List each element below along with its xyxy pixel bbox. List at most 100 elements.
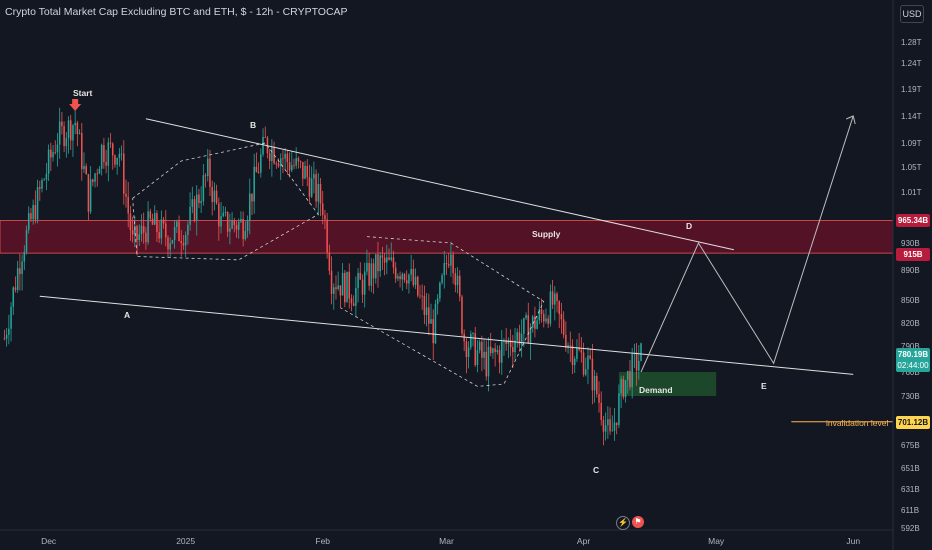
candle-body-210 xyxy=(467,347,470,358)
candle-body-228 xyxy=(507,340,510,344)
y-tick-14: 675B xyxy=(901,441,920,450)
candle-body-46 xyxy=(105,162,107,166)
candle-body-115 xyxy=(257,172,260,174)
candle-body-58 xyxy=(131,230,134,235)
candle-body-152 xyxy=(339,285,342,296)
candle-body-159 xyxy=(355,287,357,306)
y-tick-4: 1.09T xyxy=(901,139,922,148)
candle-body-26 xyxy=(61,121,63,127)
candle-body-60 xyxy=(136,226,138,241)
candle-body-144 xyxy=(321,203,324,216)
candle-body-38 xyxy=(87,174,90,212)
candle-body-5 xyxy=(14,287,17,290)
candle-body-100 xyxy=(224,211,227,213)
candle-body-220 xyxy=(489,346,492,354)
candle-body-172 xyxy=(383,257,386,263)
lower-trendline xyxy=(39,295,854,375)
candle-body-82 xyxy=(184,234,187,246)
candle-body-109 xyxy=(244,230,247,240)
candle-body-141 xyxy=(315,174,317,202)
candle-body-154 xyxy=(344,272,346,303)
candle-body-271 xyxy=(602,419,605,432)
candle-body-96 xyxy=(215,190,218,204)
candle-body-50 xyxy=(114,155,116,165)
candle-body-89 xyxy=(200,201,202,203)
y-tick-5: 1.05T xyxy=(901,163,922,172)
candle-body-197 xyxy=(439,282,441,299)
candle-body-181 xyxy=(403,274,406,281)
candle-body-288 xyxy=(640,343,642,361)
candle-body-225 xyxy=(500,341,503,363)
candle-body-143 xyxy=(319,183,322,204)
candle-body-286 xyxy=(635,352,638,371)
candle-body-188 xyxy=(419,295,421,297)
candle-body-149 xyxy=(332,287,335,294)
candle-body-240 xyxy=(534,316,536,329)
candle-body-142 xyxy=(317,183,320,202)
candle-body-201 xyxy=(447,264,450,266)
y-tick-12: 760B xyxy=(901,368,920,377)
candle-body-273 xyxy=(607,419,609,426)
candle-body-49 xyxy=(111,143,114,156)
y-tick-10: 820B xyxy=(901,319,920,328)
candle-body-25 xyxy=(58,121,61,145)
candle-body-120 xyxy=(268,153,271,162)
candle-body-11 xyxy=(27,213,30,230)
candle-body-135 xyxy=(302,161,304,179)
candle-body-17 xyxy=(41,180,43,189)
candle-body-108 xyxy=(242,218,244,240)
candle-body-246 xyxy=(547,318,549,324)
candle-body-3 xyxy=(10,306,12,329)
y-tick-0: 1.28T xyxy=(901,38,922,47)
currency-button[interactable]: USD xyxy=(900,5,924,23)
candle-body-80 xyxy=(180,240,183,244)
candle-body-34 xyxy=(78,133,81,135)
candle-body-123 xyxy=(275,163,278,165)
candle-body-67 xyxy=(151,218,154,225)
candle-body-171 xyxy=(381,255,384,258)
candle-body-41 xyxy=(94,173,96,182)
candle-body-47 xyxy=(107,142,110,166)
candle-body-32 xyxy=(74,122,76,126)
candle-body-274 xyxy=(609,419,611,432)
candle-body-70 xyxy=(158,232,160,239)
candle-body-209 xyxy=(465,341,468,358)
candle-body-93 xyxy=(209,158,211,187)
candle-body-68 xyxy=(153,213,156,225)
candle-body-153 xyxy=(341,272,344,296)
candle-body-275 xyxy=(611,430,614,432)
y-tick-15: 651B xyxy=(901,464,920,473)
candle-body-219 xyxy=(487,346,490,377)
candle-body-266 xyxy=(591,358,594,391)
candle-body-254 xyxy=(565,334,567,348)
candle-body-19 xyxy=(45,173,48,180)
candle-body-280 xyxy=(622,379,625,397)
y-tick-2: 1.19T xyxy=(901,85,922,94)
candle-body-236 xyxy=(525,315,527,319)
candle-body-206 xyxy=(458,275,461,297)
candle-body-204 xyxy=(454,273,457,286)
candle-body-199 xyxy=(443,263,446,276)
candle-body-24 xyxy=(56,144,59,153)
candle-body-138 xyxy=(308,177,311,197)
candle-body-27 xyxy=(63,126,65,147)
wave-b-label: B xyxy=(250,120,257,130)
candle-body-15 xyxy=(36,187,39,220)
candle-body-235 xyxy=(523,318,525,334)
candle-body-196 xyxy=(436,298,439,304)
candle-body-44 xyxy=(100,144,103,169)
candle-body-248 xyxy=(551,291,554,305)
candle-body-66 xyxy=(149,211,152,219)
candle-body-9 xyxy=(23,251,26,262)
candle-body-88 xyxy=(198,194,200,203)
candle-body-0 xyxy=(3,338,6,340)
candle-body-30 xyxy=(69,120,72,141)
candle-body-98 xyxy=(220,216,222,227)
candle-body-269 xyxy=(598,394,600,403)
candle-body-189 xyxy=(421,295,423,297)
candle-body-127 xyxy=(284,153,286,159)
lightning-icon[interactable]: ⚡ xyxy=(616,516,630,530)
flag-icon[interactable]: ⚑ xyxy=(632,516,644,528)
candle-body-126 xyxy=(282,158,284,160)
